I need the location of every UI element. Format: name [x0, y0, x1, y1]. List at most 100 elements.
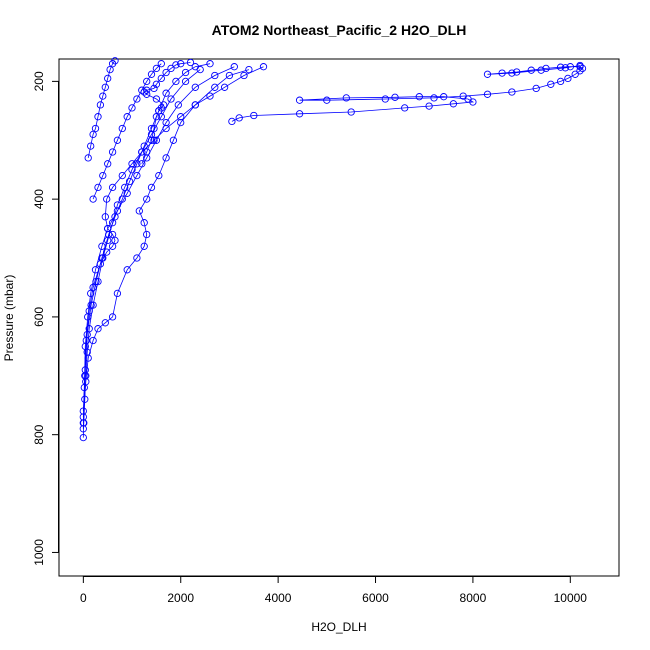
data-point	[167, 95, 175, 103]
data-point	[162, 154, 170, 162]
data-point	[295, 110, 304, 118]
data-point	[513, 68, 521, 76]
data-point	[98, 254, 106, 262]
data-point	[230, 63, 238, 71]
data-point	[123, 266, 131, 274]
series-line	[87, 60, 116, 158]
data-point	[104, 74, 112, 83]
data-point	[508, 69, 516, 77]
series-line	[82, 63, 211, 412]
data-point	[143, 148, 151, 156]
data-point	[177, 113, 185, 121]
data-point	[140, 219, 148, 227]
x-tick-label: 10000	[554, 591, 588, 605]
data-point	[425, 102, 433, 110]
x-tick-label: 6000	[362, 591, 389, 605]
data-point	[150, 84, 158, 93]
data-point	[537, 66, 545, 74]
data-point	[83, 330, 91, 339]
data-point	[89, 336, 97, 345]
y-tick-label: 400	[32, 189, 46, 209]
data-point	[191, 101, 199, 109]
data-point	[128, 104, 136, 112]
data-point	[152, 95, 161, 103]
data-point	[140, 142, 148, 150]
data-point	[87, 142, 95, 150]
x-axis-label: H2O_DLH	[311, 620, 366, 634]
data-point	[128, 166, 136, 174]
data-point	[225, 71, 234, 80]
data-point	[133, 254, 141, 262]
data-point	[240, 71, 248, 80]
data-point	[87, 301, 95, 309]
data-point	[160, 101, 168, 109]
data-point	[113, 136, 122, 144]
data-point	[147, 136, 156, 144]
data-point	[157, 74, 165, 83]
x-tick-label: 8000	[460, 591, 487, 605]
data-point	[401, 104, 409, 112]
data-point	[108, 230, 117, 239]
data-point	[84, 354, 92, 362]
data-point	[125, 177, 134, 186]
data-point	[133, 160, 141, 168]
data-point	[295, 96, 304, 104]
data-point	[138, 86, 146, 94]
y-axis-label: Pressure (mbar)	[2, 275, 16, 362]
data-point	[483, 90, 492, 98]
data-point	[191, 63, 199, 71]
data-point	[106, 65, 114, 74]
data-point	[347, 108, 355, 116]
data-point	[89, 283, 97, 292]
data-point	[111, 57, 119, 65]
data-point	[104, 160, 112, 168]
data-point	[108, 183, 117, 192]
data-point	[147, 124, 156, 133]
data-point	[94, 183, 102, 192]
data-point	[576, 61, 584, 70]
data-point	[143, 86, 151, 94]
data-point	[342, 94, 350, 102]
x-tick-label: 0	[80, 591, 87, 605]
y-tick-label: 1000	[32, 539, 46, 566]
data-point	[152, 80, 161, 88]
data-point	[143, 154, 151, 162]
data-point	[191, 83, 199, 91]
data-point	[181, 77, 190, 86]
data-point	[211, 71, 219, 80]
data-point	[245, 65, 253, 74]
data-point	[108, 148, 117, 156]
data-point	[150, 124, 158, 133]
data-point	[449, 100, 458, 108]
plot-frame	[58, 58, 620, 577]
data-point	[92, 277, 100, 286]
data-point	[181, 68, 190, 77]
data-point	[174, 101, 182, 109]
data-point	[172, 61, 180, 69]
data-point	[571, 70, 579, 78]
data-point	[82, 378, 90, 386]
data-point	[94, 113, 102, 121]
data-point	[440, 93, 448, 101]
series-line	[82, 69, 250, 418]
data-point	[206, 60, 214, 68]
y-tick-label: 600	[32, 307, 46, 327]
y-tick-label: 200	[32, 71, 46, 91]
data-point	[169, 136, 178, 144]
data-point	[259, 63, 268, 71]
x-axis: 0 2000 4000 6000 8000 10000	[80, 576, 587, 605]
data-point	[79, 413, 87, 421]
data-point	[121, 183, 129, 192]
data-point	[162, 118, 170, 127]
data-point	[81, 366, 89, 374]
data-point	[123, 113, 131, 121]
data-point	[135, 207, 143, 215]
data-point	[113, 289, 122, 298]
data-point	[79, 407, 87, 415]
data-point	[508, 88, 516, 96]
data-point	[147, 70, 156, 78]
data-point	[177, 60, 185, 68]
data-point	[143, 195, 151, 203]
plot-area	[79, 57, 587, 442]
data-point	[162, 124, 170, 133]
